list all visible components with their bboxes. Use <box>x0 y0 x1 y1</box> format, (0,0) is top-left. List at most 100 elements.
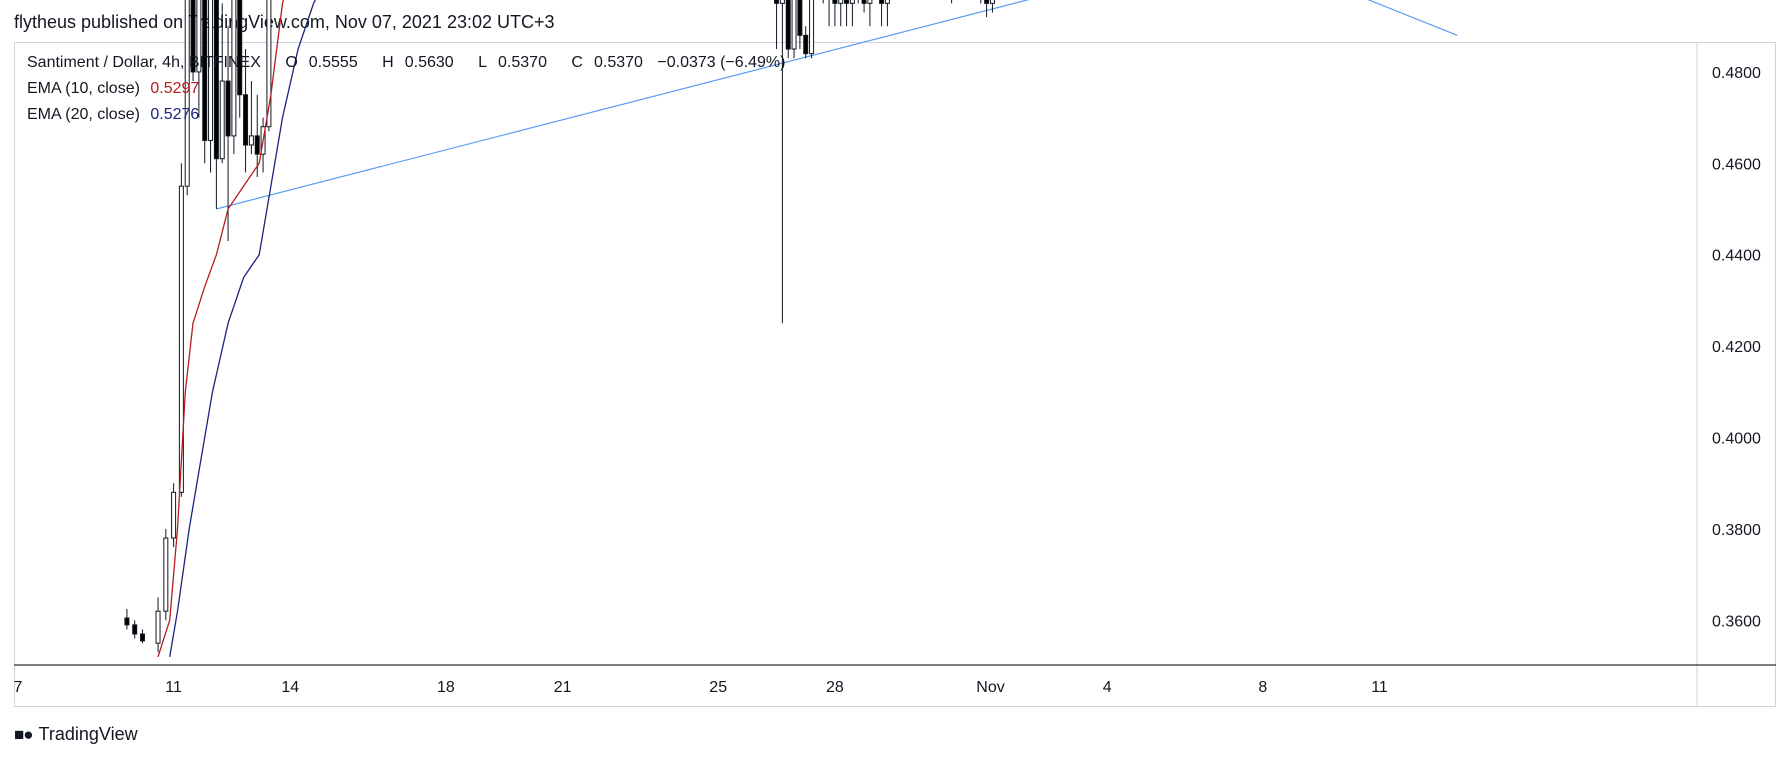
candle <box>861 0 867 13</box>
candle <box>785 0 791 59</box>
low-value: L 0.5370 <box>478 54 547 71</box>
symbol-label: Santiment / Dollar, 4h, BITFINEX <box>27 54 261 71</box>
candle-body-up <box>163 537 169 612</box>
y-tick-label: 0.3800 <box>1712 522 1761 539</box>
candle <box>779 0 785 324</box>
ema10-line <box>157 0 285 658</box>
candle-body-up <box>989 0 995 4</box>
candle-body-down <box>139 633 145 642</box>
ema20-value: 0.5276 <box>150 106 200 123</box>
candle-body-down <box>202 0 208 141</box>
candle-body-down <box>785 0 791 50</box>
x-tick-label: 18 <box>437 679 455 696</box>
y-tick-label: 0.4000 <box>1712 431 1761 448</box>
ema10-legend[interactable]: EMA (10, close) 0.5297 <box>27 80 199 98</box>
y-tick-label: 0.4600 <box>1712 156 1761 173</box>
price-chart[interactable]: 0.58000.56000.54000.52000.50000.48000.46… <box>0 0 1791 720</box>
trendline-support <box>216 0 1030 210</box>
ema20-legend[interactable]: EMA (20, close) 0.5276 <box>27 106 199 124</box>
candle-body-down <box>774 0 780 4</box>
ema10-label: EMA (10, close) <box>27 80 140 97</box>
ema-layer <box>157 0 316 658</box>
candle <box>248 81 254 155</box>
x-tick-label: 8 <box>1258 679 1267 696</box>
candle <box>822 0 824 4</box>
candle-body-up <box>231 0 237 137</box>
candle <box>139 629 145 644</box>
candle <box>828 0 830 27</box>
candle-body-down <box>243 94 249 146</box>
candle-body-up <box>184 0 190 187</box>
trendline-resistance <box>1367 0 1458 36</box>
candle-body-down <box>832 0 838 4</box>
candle-body-down <box>984 0 990 4</box>
ohlc-values: O 0.5555 H 0.5630 L 0.5370 C 0.5370 −0.0373 … <box>265 54 785 71</box>
candle <box>884 0 890 27</box>
ema20-line <box>169 0 316 658</box>
candle-body-up <box>809 0 815 55</box>
candle <box>171 483 177 548</box>
candle-body-down <box>844 0 850 4</box>
candle <box>867 0 873 27</box>
tradingview-logo-text: TradingView <box>38 724 138 744</box>
candle <box>791 0 797 59</box>
candle <box>178 163 184 497</box>
candle-body-up <box>867 0 873 4</box>
candle-body-up <box>171 491 177 539</box>
candle-body-up <box>155 610 161 644</box>
candle-body-up <box>779 0 785 4</box>
candle-body-down <box>797 0 803 36</box>
candle-body-down <box>132 624 138 635</box>
candle <box>849 0 855 27</box>
x-tick-label: 11 <box>165 679 182 696</box>
candle-body-down <box>254 135 260 155</box>
published-header: flytheus published on TradingView.com, N… <box>14 12 555 32</box>
ema20-label: EMA (20, close) <box>27 106 140 123</box>
candle-body-down <box>124 617 130 626</box>
candle <box>879 0 885 27</box>
chart-frame <box>14 42 1776 707</box>
candle <box>266 0 272 132</box>
candle <box>163 528 169 621</box>
candle-body-down <box>213 0 219 160</box>
candle <box>124 608 130 630</box>
tradingview-logo-icon: ■● <box>14 724 34 744</box>
candle <box>803 26 809 59</box>
candle <box>132 620 138 639</box>
candle-body-up <box>219 80 225 160</box>
candle-body-down <box>879 0 885 4</box>
candle-body-down <box>861 0 867 4</box>
candle-body-up <box>266 0 272 128</box>
y-tick-label: 0.3600 <box>1712 613 1761 630</box>
candle <box>980 0 982 4</box>
candle <box>844 0 850 27</box>
x-tick-label: 7 <box>14 679 23 696</box>
candle <box>237 0 243 118</box>
candle-body-up <box>791 0 797 50</box>
candle <box>202 0 208 164</box>
candle-body-up <box>849 0 855 4</box>
candle-body-up <box>178 185 184 493</box>
tradingview-footer[interactable]: ■● TradingView <box>14 724 138 745</box>
high-value: H 0.5630 <box>382 54 454 71</box>
candle <box>190 0 196 82</box>
candle <box>184 0 190 196</box>
candle-body-up <box>248 135 254 146</box>
candle <box>774 0 780 50</box>
candle-body-up <box>208 0 214 141</box>
symbol-legend[interactable]: Santiment / Dollar, 4h, BITFINEX O 0.5555… <box>27 54 785 72</box>
candle-body-up <box>196 0 202 73</box>
candle <box>254 94 260 178</box>
candle <box>951 0 953 4</box>
candle <box>809 0 815 59</box>
candle-body-up <box>884 0 890 4</box>
candle <box>832 0 838 27</box>
open-value: O 0.5555 <box>285 54 358 71</box>
candle <box>984 0 990 18</box>
candle <box>231 0 237 155</box>
y-tick-label: 0.4800 <box>1712 65 1761 82</box>
candle <box>857 0 859 4</box>
x-tick-label: 21 <box>554 679 572 696</box>
ema10-value: 0.5297 <box>150 80 200 97</box>
x-tick-label: 4 <box>1103 679 1112 696</box>
